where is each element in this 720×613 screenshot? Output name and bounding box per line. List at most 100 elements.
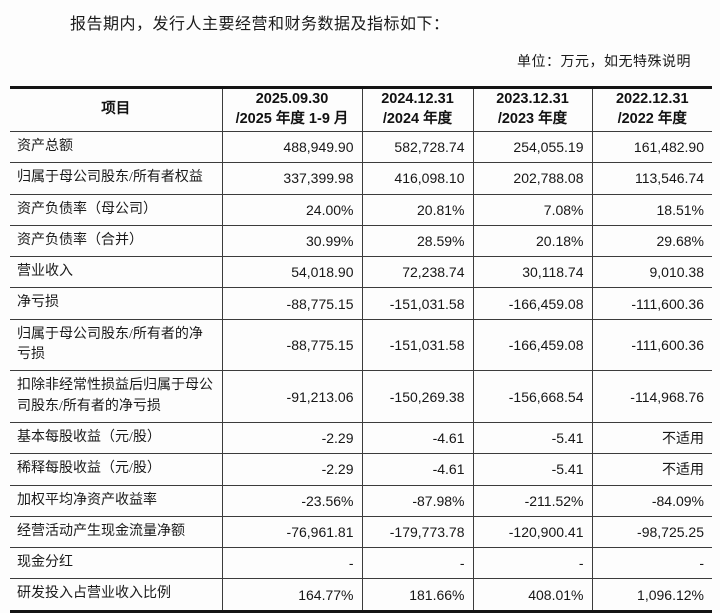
row-value: 54,018.90 [221,256,362,289]
row-label: 研发投入占营业收入比例 [10,578,222,612]
row-value: 不适用 [591,453,712,486]
table-header: 项目 2025.09.30 /2025 年度 1-9 月 2024.12.31 … [10,87,712,132]
row-value: 202,788.08 [472,162,592,195]
row-value: 181.66% [361,578,473,612]
header-row: 项目 2025.09.30 /2025 年度 1-9 月 2024.12.31 … [10,87,712,132]
table-row: 归属于母公司股东/所有者权益 337,399.98 416,098.10 202… [10,162,712,195]
row-value: - [472,547,592,580]
row-value: 161,482.90 [591,131,712,164]
table-row: 研发投入占营业收入比例 164.77% 181.66% 408.01% 1,09… [10,578,712,612]
row-value: -111,600.36 [591,319,712,372]
row-value: 254,055.19 [472,131,592,164]
row-value: -87.98% [361,485,473,517]
row-value: -156,668.54 [472,370,592,423]
row-value: -211.52% [472,485,592,517]
period-date: 2023.12.31 [496,91,569,108]
table-row: 扣除非经常性损益后归属于母公司股东/所有者的净亏损 -91,213.06 -15… [10,370,712,423]
row-label: 扣除非经常性损益后归属于母公司股东/所有者的净亏损 [10,370,222,423]
row-label: 归属于母公司股东/所有者权益 [10,162,222,195]
table-row: 经营活动产生现金流量净额 -76,961.81 -179,773.78 -120… [10,516,712,549]
table-row: 净亏损 -88,775.15 -151,031.58 -166,459.08 -… [10,287,712,320]
row-value: 337,399.98 [221,162,362,195]
unit-note: 单位：万元，如无特殊说明 [517,55,691,70]
period-date: 2024.12.31 [381,91,454,108]
column-header-period-2024: 2024.12.31 /2024 年度 [361,87,473,132]
row-value: -111,600.36 [591,287,712,320]
row-value: 28.59% [361,225,473,258]
table-row: 营业收入 54,018.90 72,238.74 30,118.74 9,010… [10,256,712,289]
row-value: 72,238.74 [361,256,473,289]
table-row: 加权平均净资产收益率 -23.56% -87.98% -211.52% -84.… [10,485,712,517]
row-label: 基本每股收益（元/股） [10,422,222,455]
row-label: 加权平均净资产收益率 [10,485,222,517]
row-value: -23.56% [221,485,362,517]
row-label: 营业收入 [10,256,222,289]
row-value: 不适用 [591,422,712,455]
financial-data-table: 项目 2025.09.30 /2025 年度 1-9 月 2024.12.31 … [10,86,712,613]
row-value: 24.00% [221,194,362,226]
row-value: 164.77% [221,578,362,612]
period-date: 2025.09.30 [255,91,329,108]
row-label: 资产负债率（母公司） [10,194,222,226]
table-body: 资产总额 488,949.90 582,728.74 254,055.19 16… [10,131,712,612]
column-header-item: 项目 [10,87,222,132]
table-row: 资产负债率（母公司） 24.00% 20.81% 7.08% 18.51% [10,194,712,226]
row-value: -120,900.41 [472,516,592,549]
period-span: /2022 年度 [617,111,687,127]
row-label: 稀释每股收益（元/股） [10,453,222,486]
row-value: 488,949.90 [221,131,362,164]
row-value: 20.81% [361,194,473,226]
row-value: - [221,547,362,580]
period-date: 2022.12.31 [615,91,689,108]
row-value: 29.68% [591,225,712,258]
table-row: 现金分红 - - - - [10,547,712,580]
row-value: 30,118.74 [472,256,592,289]
row-label: 资产负债率（合并） [10,225,222,258]
row-label: 归属于母公司股东/所有者的净亏损 [10,319,222,372]
row-value: 30.99% [221,225,362,258]
table-row: 基本每股收益（元/股） -2.29 -4.61 -5.41 不适用 [10,422,712,455]
row-value: 408.01% [472,578,592,612]
row-value: -5.41 [472,453,592,486]
table-row: 资产总额 488,949.90 582,728.74 254,055.19 16… [10,131,712,164]
row-value: 113,546.74 [591,162,712,195]
row-value: -2.29 [221,453,362,486]
row-value: -151,031.58 [361,319,473,372]
row-value: -179,773.78 [361,516,473,549]
table-row: 资产负债率（合并） 30.99% 28.59% 20.18% 29.68% [10,225,712,258]
row-value: 1,096.12% [591,578,712,612]
row-label: 净亏损 [10,287,222,320]
column-header-period-2025: 2025.09.30 /2025 年度 1-9 月 [221,87,362,132]
row-value: -84.09% [591,485,712,517]
column-header-period-2022: 2022.12.31 /2022 年度 [591,87,712,132]
row-value: -91,213.06 [221,370,362,423]
period-span: /2023 年度 [497,111,568,127]
row-value: 582,728.74 [361,131,473,164]
column-header-period-2023: 2023.12.31 /2023 年度 [472,87,592,132]
row-value: - [591,547,712,580]
row-value: -76,961.81 [221,516,362,549]
table-row: 稀释每股收益（元/股） -2.29 -4.61 -5.41 不适用 [10,453,712,486]
period-span: /2025 年度 1-9 月 [235,111,349,127]
report-title: 报告期内，发行人主要经营和财务数据及指标如下： [70,16,450,33]
row-value: -114,968.76 [591,370,712,423]
row-value: 9,010.38 [591,256,712,289]
row-value: - [361,547,473,580]
period-span: /2024 年度 [382,111,453,127]
row-value: 20.18% [472,225,592,258]
row-value: -98,725.25 [591,516,712,549]
row-label: 现金分红 [10,547,222,580]
table-row: 归属于母公司股东/所有者的净亏损 -88,775.15 -151,031.58 … [10,319,712,372]
row-value: -166,459.08 [472,319,592,372]
row-value: -5.41 [472,422,592,455]
row-label: 经营活动产生现金流量净额 [10,516,222,549]
row-value: -88,775.15 [221,287,362,320]
row-value: -2.29 [221,422,362,455]
row-value: -150,269.38 [361,370,473,423]
row-value: -4.61 [361,422,473,455]
row-value: 416,098.10 [361,162,473,195]
row-value: 18.51% [591,194,712,226]
row-value: 7.08% [472,194,592,226]
row-label: 资产总额 [10,131,222,164]
row-value: -4.61 [361,453,473,486]
